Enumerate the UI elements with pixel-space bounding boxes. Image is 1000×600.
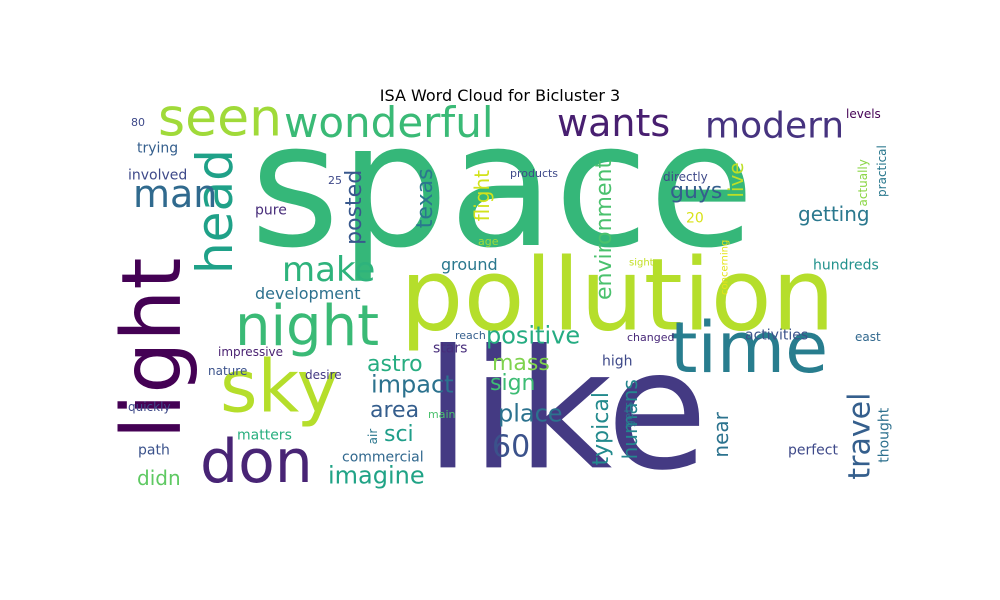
word-6: don	[200, 427, 313, 497]
word-48: pure	[255, 203, 287, 219]
word-46: trying	[137, 141, 178, 157]
word-69: levels	[846, 107, 881, 121]
word-37: development	[255, 284, 361, 303]
word-7: night	[235, 294, 379, 359]
word-33: live	[724, 162, 748, 197]
word-65: sight	[629, 257, 654, 268]
word-5: sky	[220, 345, 339, 429]
word-55: stars	[433, 341, 467, 357]
word-52: quickly	[128, 400, 171, 414]
word-24: area	[370, 398, 419, 423]
word-66: concerning	[719, 240, 730, 295]
word-42: thought	[877, 407, 893, 463]
word-4: light	[105, 257, 200, 439]
word-16: 60	[492, 430, 530, 465]
word-12: modern	[705, 106, 844, 147]
word-31: environment	[592, 160, 617, 300]
word-53: air	[366, 429, 380, 445]
word-26: didn	[137, 466, 181, 490]
word-36: near	[709, 411, 733, 457]
word-0: space	[250, 85, 755, 286]
word-43: commercial	[342, 450, 424, 466]
word-28: guys	[670, 179, 722, 204]
word-29: posted	[342, 170, 367, 245]
word-15: travel	[843, 393, 878, 480]
word-25: sci	[384, 422, 414, 447]
word-51: desire	[305, 368, 342, 382]
word-8: head	[186, 149, 244, 274]
word-35: humans	[618, 379, 642, 459]
word-44: matters	[237, 428, 292, 444]
word-40: activities	[745, 328, 808, 344]
word-59: changed	[627, 331, 674, 344]
word-56: reach	[455, 329, 486, 342]
word-61: products	[510, 167, 558, 180]
word-49: impressive	[218, 345, 283, 359]
word-68: practical	[875, 145, 889, 197]
word-64: age	[478, 235, 499, 248]
word-21: impact	[371, 371, 454, 399]
word-39: hundreds	[813, 258, 879, 274]
word-22: mass	[492, 351, 550, 376]
word-71: 25	[328, 174, 342, 187]
word-32: flight	[470, 170, 494, 222]
word-20: astro	[367, 352, 423, 377]
word-10: wonderful	[284, 98, 494, 147]
word-67: actually	[856, 159, 870, 206]
word-18: positive	[486, 322, 580, 350]
word-63: 20	[686, 211, 704, 227]
word-23: sign	[490, 371, 535, 396]
word-3: time	[670, 307, 828, 389]
chart-title: ISA Word Cloud for Bicluster 3	[379, 86, 621, 105]
word-58: gets	[622, 402, 636, 428]
word-9: seen	[158, 89, 282, 149]
word-27: getting	[798, 202, 870, 226]
word-41: perfect	[788, 443, 838, 459]
word-50: nature	[208, 364, 247, 378]
word-38: ground	[441, 255, 498, 274]
word-2: pollution	[400, 236, 835, 353]
word-19: place	[498, 400, 563, 428]
word-57: high	[602, 354, 633, 370]
word-34: typical	[589, 392, 614, 465]
word-30: texas	[413, 168, 438, 228]
word-47: involved	[128, 168, 187, 184]
word-17: imagine	[328, 462, 425, 490]
word-45: path	[138, 443, 170, 459]
word-70: 80	[131, 116, 145, 129]
word-62: directly	[663, 170, 708, 184]
word-13: man	[133, 172, 217, 216]
word-14: make	[282, 250, 375, 290]
word-11: wants	[557, 101, 670, 145]
word-54: main	[428, 408, 456, 421]
word-60: east	[855, 330, 881, 344]
word-1: like	[425, 314, 708, 506]
